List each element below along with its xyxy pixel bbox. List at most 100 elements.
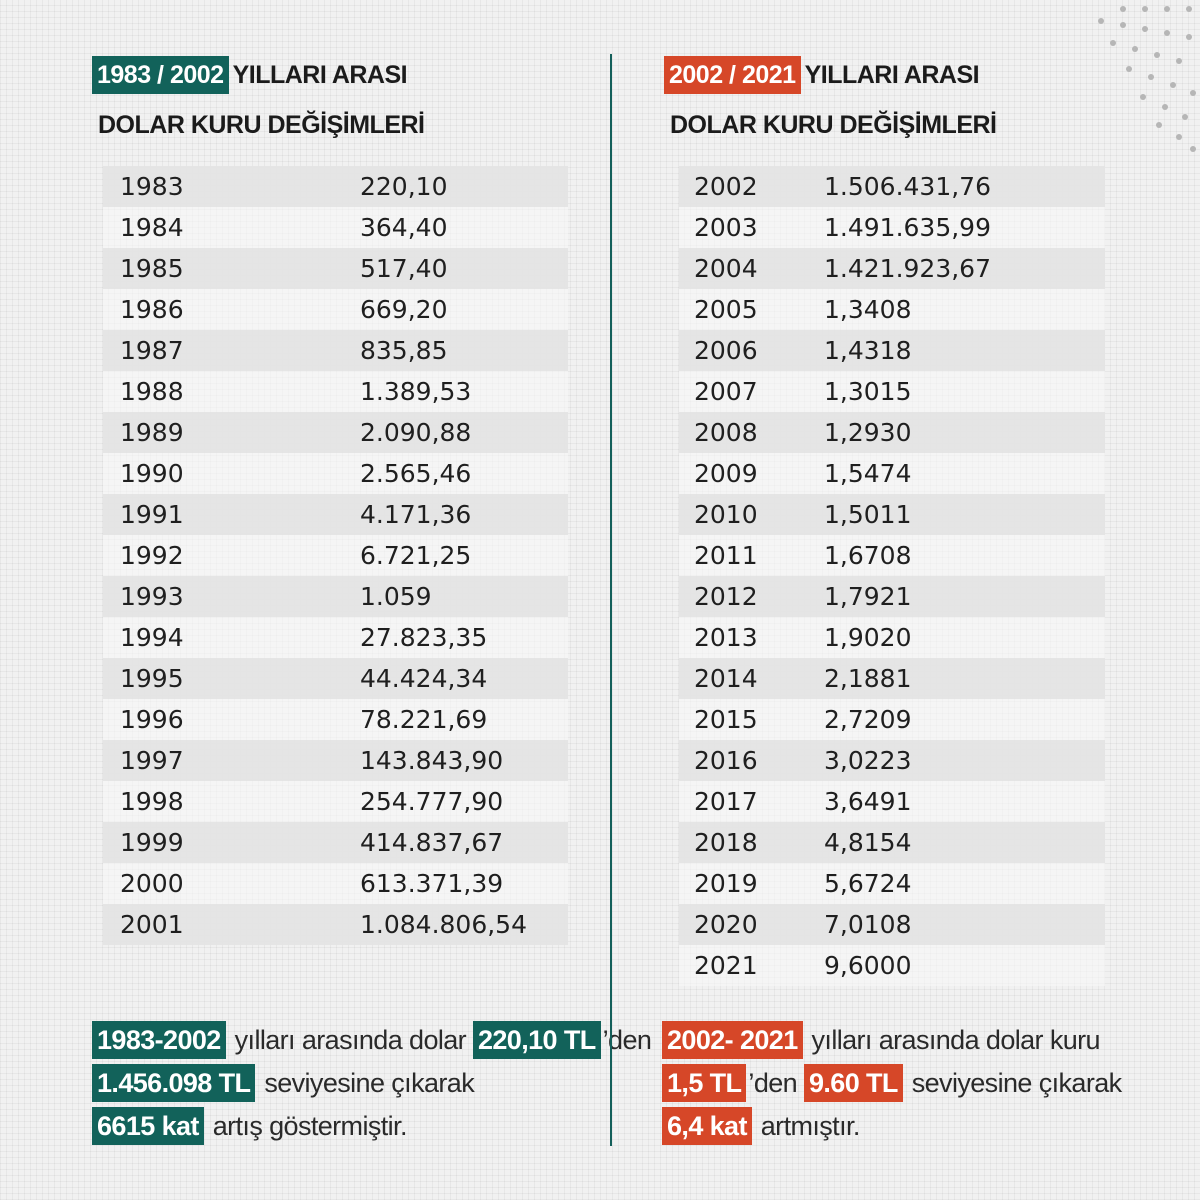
year-cell: 1996 — [103, 699, 360, 740]
decorative-dot — [1190, 146, 1196, 152]
rate-cell: 364,40 — [360, 207, 568, 248]
year-cell: 1990 — [103, 453, 360, 494]
decorative-dot — [1126, 66, 1132, 72]
right-summary-period: 2002- 2021 — [662, 1021, 803, 1059]
year-cell: 2008 — [679, 412, 824, 453]
table-row: 1998 254.777,90 — [103, 781, 568, 822]
rate-cell: 1,5011 — [824, 494, 1105, 535]
year-cell: 2021 — [679, 945, 824, 986]
rate-cell: 1,9020 — [824, 617, 1105, 658]
year-cell: 2016 — [679, 740, 824, 781]
right-heading-highlight: 2002 / 2021 — [664, 56, 801, 94]
year-cell: 2004 — [679, 248, 824, 289]
decorative-dot — [1142, 26, 1148, 32]
table-row: 2000 613.371,39 — [103, 863, 568, 904]
center-divider — [610, 54, 612, 1146]
left-summary-text-2: seviyesine çıkarak — [264, 1068, 475, 1098]
rate-cell: 3,6491 — [824, 781, 1105, 822]
year-cell: 2014 — [679, 658, 824, 699]
left-summary-text-1: yılları arasında dolar — [234, 1025, 467, 1055]
year-cell: 2011 — [679, 535, 824, 576]
year-cell: 2009 — [679, 453, 824, 494]
rate-cell: 1.491.635,99 — [824, 207, 1105, 248]
rate-cell: 1.421.923,67 — [824, 248, 1105, 289]
left-heading-highlight: 1983 / 2002 — [92, 56, 229, 94]
right-summary-text-3: artmıştır. — [760, 1111, 861, 1141]
table-row: 2001 1.084.806,54 — [103, 904, 568, 945]
rate-cell: 517,40 — [360, 248, 568, 289]
left-panel-1983-2002: 1983 / 2002 YILLARI ARASI DOLAR KURU DEĞİ… — [92, 56, 652, 1145]
left-heading-rest: YILLARI ARASI — [232, 61, 408, 89]
year-cell: 2002 — [679, 166, 824, 207]
table-row: 2007 1,3015 — [679, 371, 1105, 412]
year-cell: 2005 — [679, 289, 824, 330]
decorative-dot — [1110, 40, 1116, 46]
rate-cell: 1.389,53 — [360, 371, 568, 412]
rate-cell: 254.777,90 — [360, 781, 568, 822]
decorative-dot — [1120, 22, 1126, 28]
year-cell: 2007 — [679, 371, 824, 412]
rate-cell: 1,7921 — [824, 576, 1105, 617]
year-cell: 2013 — [679, 617, 824, 658]
rate-cell: 220,10 — [360, 166, 568, 207]
table-row: 1986 669,20 — [103, 289, 568, 330]
rate-cell: 1.059 — [360, 576, 568, 617]
table-row: 2009 1,5474 — [679, 453, 1105, 494]
table-row: 2003 1.491.635,99 — [679, 207, 1105, 248]
year-cell: 1993 — [103, 576, 360, 617]
rate-cell: 1,3408 — [824, 289, 1105, 330]
year-cell: 1989 — [103, 412, 360, 453]
table-row: 2002 1.506.431,76 — [679, 166, 1105, 207]
decorative-dot — [1164, 30, 1170, 36]
year-cell: 1986 — [103, 289, 360, 330]
year-cell: 2019 — [679, 863, 824, 904]
rate-cell: 4.171,36 — [360, 494, 568, 535]
year-cell: 1984 — [103, 207, 360, 248]
year-cell: 1995 — [103, 658, 360, 699]
rate-cell: 6.721,25 — [360, 535, 568, 576]
right-heading-line2: DOLAR KURU DEĞİŞİMLERİ — [670, 111, 997, 139]
decorative-dot — [1156, 122, 1162, 128]
rate-cell: 143.843,90 — [360, 740, 568, 781]
year-cell: 2001 — [103, 904, 360, 945]
rate-cell: 2,1881 — [824, 658, 1105, 699]
left-summary-start-value: 220,10 TL — [472, 1021, 601, 1059]
decorative-dot — [1190, 90, 1196, 96]
decorative-dot-pattern — [1030, 0, 1200, 152]
right-summary-multiplier: 6,4 kat — [662, 1107, 752, 1145]
table-row: 1997 143.843,90 — [103, 740, 568, 781]
right-rates-table: 2002 1.506.431,76 2003 1.491.635,99 2004 1.42… — [679, 166, 1105, 986]
decorative-dot — [1170, 82, 1176, 88]
right-summary-text-2: seviyesine çıkarak — [911, 1068, 1122, 1098]
table-row: 2015 2,7209 — [679, 699, 1105, 740]
table-row: 2008 1,2930 — [679, 412, 1105, 453]
year-cell: 1994 — [103, 617, 360, 658]
table-row: 2006 1,4318 — [679, 330, 1105, 371]
year-cell: 1991 — [103, 494, 360, 535]
rate-cell: 613.371,39 — [360, 863, 568, 904]
decorative-dot — [1182, 114, 1188, 120]
year-cell: 1983 — [103, 166, 360, 207]
table-row: 1989 2.090,88 — [103, 412, 568, 453]
right-summary: 2002- 2021 yılları arasında dolar kuru 1… — [662, 1019, 1182, 1148]
table-row: 2019 5,6724 — [679, 863, 1105, 904]
left-summary-multiplier: 6615 kat — [92, 1107, 204, 1145]
rate-cell: 27.823,35 — [360, 617, 568, 658]
year-cell: 2003 — [679, 207, 824, 248]
year-cell: 2015 — [679, 699, 824, 740]
year-cell: 2018 — [679, 822, 824, 863]
table-row: 1992 6.721,25 — [103, 535, 568, 576]
left-summary-period: 1983-2002 — [92, 1021, 226, 1059]
rate-cell: 3,0223 — [824, 740, 1105, 781]
rate-cell: 2,7209 — [824, 699, 1105, 740]
table-row: 1987 835,85 — [103, 330, 568, 371]
decorative-dot — [1120, 6, 1126, 12]
table-row: 1999 414.837,67 — [103, 822, 568, 863]
year-cell: 1988 — [103, 371, 360, 412]
rate-cell: 414.837,67 — [360, 822, 568, 863]
right-heading: 2002 / 2021 YILLARI ARASI DOLAR KURU DEĞİ… — [664, 56, 997, 142]
table-row: 2018 4,8154 — [679, 822, 1105, 863]
decorative-dot — [1176, 58, 1182, 64]
table-row: 2017 3,6491 — [679, 781, 1105, 822]
left-summary-end-value: 1.456.098 TL — [92, 1064, 256, 1102]
